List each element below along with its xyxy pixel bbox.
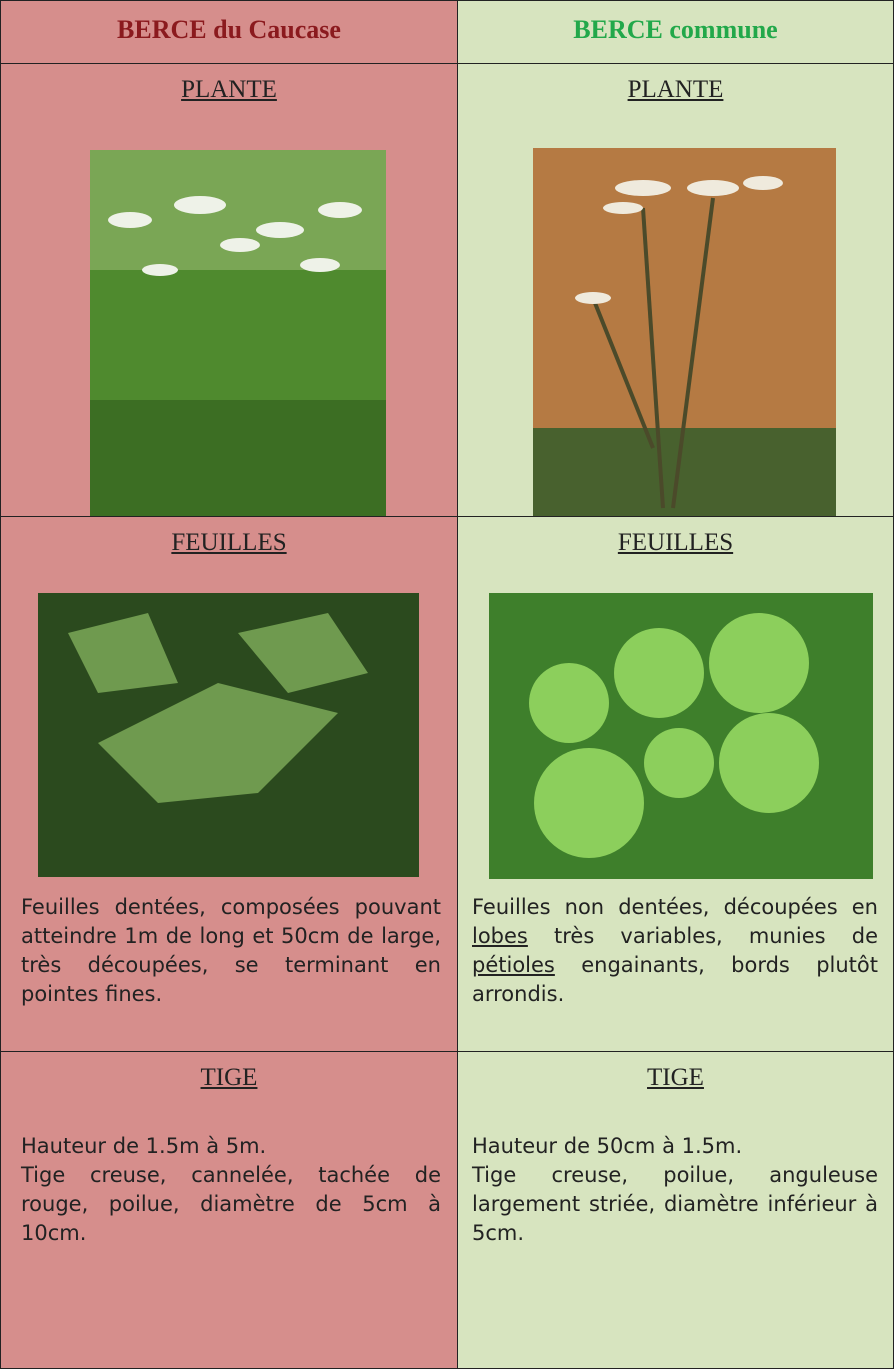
text-part: pétioles [472,953,555,977]
text-part: Hauteur de 50cm à 1.5m. [472,1134,743,1158]
header-left: BERCE du Caucase [0,0,458,64]
row-label: TIGE [647,1064,704,1091]
row-label: FEUILLES [617,529,734,556]
text-part: très variables, munies de [527,924,878,948]
description: Hauteur de 1.5m à 5m. Tige creuse, cannel… [21,1132,441,1248]
feuilles-left: FEUILLES Feuilles dentées, composées pou… [0,516,458,1052]
text-part: Feuilles non dentées, découpées en [472,895,878,919]
text-part: lobes [472,924,528,948]
text-part: Hauteur de 1.5m à 5m. [21,1134,267,1158]
plante-left: PLANTE [0,63,458,517]
row-label: FEUILLES [171,529,287,556]
row-label: PLANTE [181,76,277,103]
header-right: BERCE commune [457,0,894,64]
photo [489,593,873,879]
row-label: PLANTE [627,76,724,103]
text-part: Tige creuse, cannelée, tachée de rouge, … [21,1163,441,1245]
text-part: engainants, bords plutôt arrondis. [472,953,878,1006]
feuilles-right: FEUILLES Feuilles non dentées, découpées… [457,516,894,1052]
description: Feuilles non dentées, découpées en lobes… [472,893,878,1009]
photo [38,593,419,877]
plante-right: PLANTE [457,63,894,517]
description: Feuilles dentées, composées pouvant atte… [21,895,441,1006]
row-label: TIGE [200,1064,258,1091]
photo [90,150,386,516]
tige-left: TIGE Hauteur de 1.5m à 5m. Tige creuse, c… [0,1051,458,1369]
description: Hauteur de 50cm à 1.5m. Tige creuse, poil… [472,1132,878,1248]
tige-right: TIGE Hauteur de 50cm à 1.5m. Tige creuse,… [457,1051,894,1369]
photo [533,148,836,516]
text-part: Tige creuse, poilue, anguleuse largement… [472,1163,878,1245]
